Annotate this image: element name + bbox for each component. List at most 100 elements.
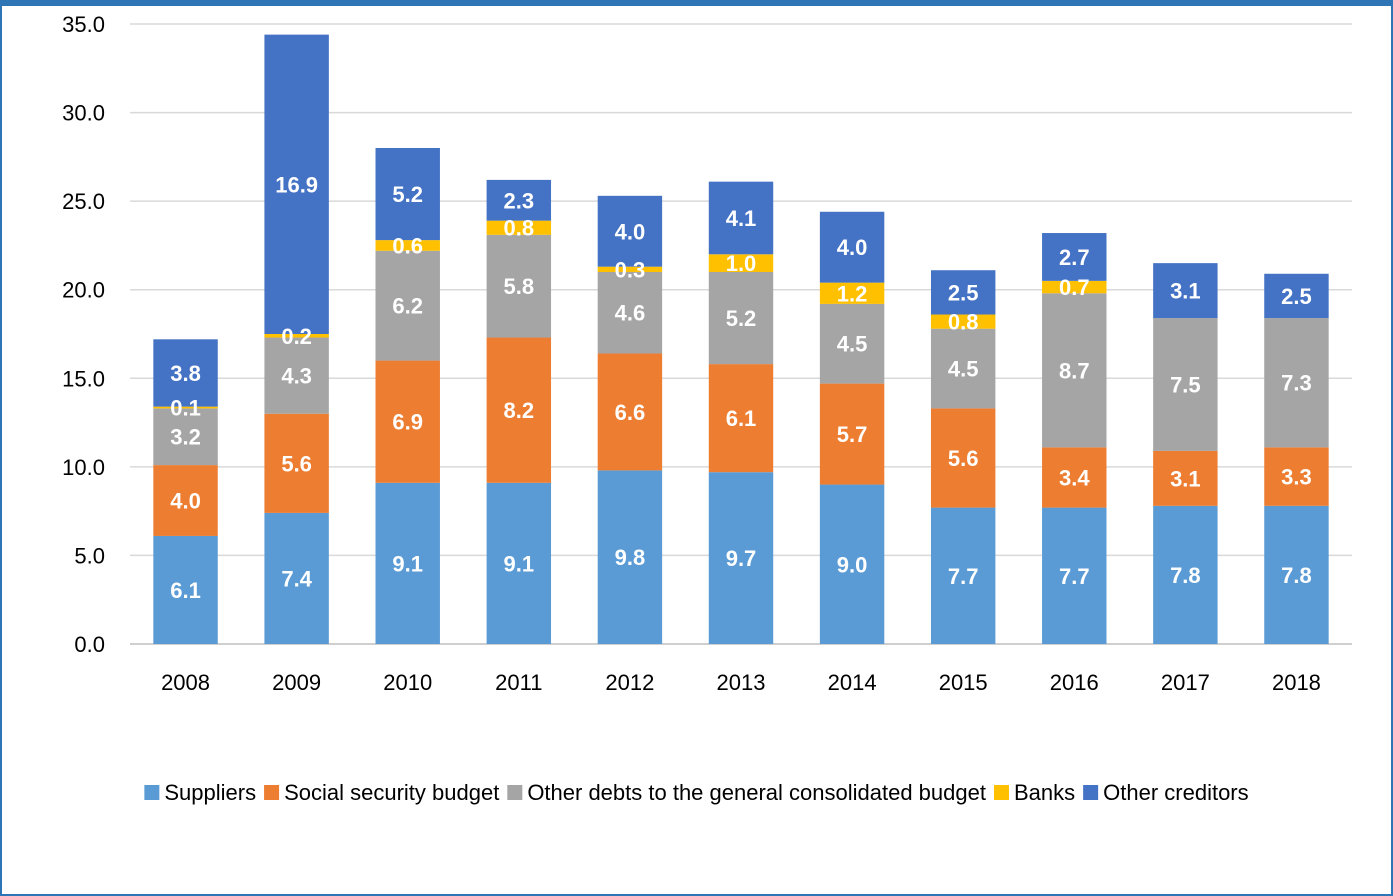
bar-segment [153,535,218,644]
bar-segment [1042,233,1107,281]
data-label: 9.8 [615,545,646,570]
bar-segment [930,314,996,329]
legend-swatch [144,785,160,800]
data-label: 0.7 [1059,275,1090,300]
bar-segment [153,406,218,409]
data-label: 16.9 [275,172,318,197]
data-label: 7.4 [281,566,312,591]
data-label: 5.2 [392,182,423,207]
bar-segment [708,472,774,644]
bar-segment [708,364,774,473]
legend-swatch [1083,785,1099,800]
data-label: 5.6 [281,451,312,476]
data-label: 3.2 [170,425,201,450]
legend-label: Social security budget [284,780,499,805]
bar-segment [153,339,218,407]
x-tick-label: 2012 [605,670,654,695]
x-tick-label: 2016 [1050,670,1099,695]
legend-label: Banks [1014,780,1075,805]
bar-segment [486,337,552,483]
bar-segment [153,465,218,536]
y-tick-label: 0.0 [74,632,105,657]
x-tick-label: 2014 [828,670,877,695]
bar-segment [819,484,885,644]
bar-segment [597,353,663,471]
data-label: 2.3 [504,188,535,213]
bar-segment [930,270,996,315]
data-label: 4.6 [615,301,646,326]
bar-segment [1264,447,1329,506]
bar-segment [597,266,663,272]
bar-segment [264,334,329,338]
data-label: 6.1 [170,578,201,603]
bar-segment [930,408,996,508]
bar-segment [486,234,552,338]
data-label: 0.8 [504,216,535,241]
data-label: 1.0 [726,251,757,276]
data-label: 4.5 [948,357,979,382]
data-label: 7.8 [1170,563,1201,588]
bars [153,34,1329,644]
data-label: 3.3 [1281,465,1312,490]
bar-segment [819,282,885,304]
y-tick-label: 35.0 [62,12,105,37]
legend-item: Banks [993,780,1075,805]
bar-segment [1042,447,1107,508]
data-label: 0.6 [392,233,423,258]
y-tick-label: 5.0 [74,543,105,568]
y-tick-label: 30.0 [62,101,105,126]
bar-segment [1153,318,1218,451]
legend-item: Other debts to the general consolidated … [507,780,986,805]
data-label: 7.3 [1281,371,1312,396]
data-label: 5.6 [948,446,979,471]
bar-segment [1264,273,1329,319]
data-label: 2.5 [948,280,979,305]
bar-segment [819,211,885,283]
data-label: 2.5 [1281,284,1312,309]
data-label: 3.4 [1059,465,1090,490]
bar-segment [264,337,329,414]
bar-segment [486,220,552,235]
x-tick-label: 2017 [1161,670,1210,695]
bar-segment [930,328,996,409]
data-label: 7.5 [1170,372,1201,397]
y-axis: 0.0 5.0 10.0 15.0 20.0 25.0 30.0 35.0 [62,12,105,657]
legend: Suppliers Social security budget Other deb… [144,780,1249,805]
data-label: 7.7 [948,564,979,589]
y-tick-label: 15.0 [62,366,105,391]
data-label: 7.7 [1059,564,1090,589]
x-tick-label: 2008 [161,670,210,695]
legend-label: Other debts to the general consolidated … [527,780,986,805]
bar-segment [1153,450,1218,506]
data-label: 9.1 [504,551,535,576]
data-label: 3.1 [1170,466,1201,491]
data-label: 0.8 [948,310,979,335]
data-label: 5.8 [504,274,535,299]
legend-label: Other creditors [1103,780,1249,805]
legend-item: Suppliers [144,780,256,805]
bar-segment [375,148,440,241]
bar-segment [375,360,440,483]
data-label: 0.3 [615,257,646,282]
data-label: 5.7 [837,422,868,447]
y-tick-label: 20.0 [62,278,105,303]
bar-segment [819,303,885,384]
x-tick-label: 2015 [939,670,988,695]
data-label: 9.0 [837,552,868,577]
data-label: 8.2 [504,398,535,423]
data-label: 4.0 [615,219,646,244]
data-label: 7.8 [1281,563,1312,588]
bar-segment [1042,293,1107,448]
data-label: 4.0 [837,235,868,260]
bar-segment [597,470,663,644]
bar-segment [264,413,329,513]
legend-item: Social security budget [264,780,499,805]
bar-segment [264,34,329,334]
bar-segment [708,272,774,365]
bar-segment [819,383,885,485]
data-label: 1.2 [837,281,868,306]
data-label: 8.7 [1059,358,1090,383]
legend-label: Suppliers [164,780,256,805]
bar-segment [597,272,663,354]
